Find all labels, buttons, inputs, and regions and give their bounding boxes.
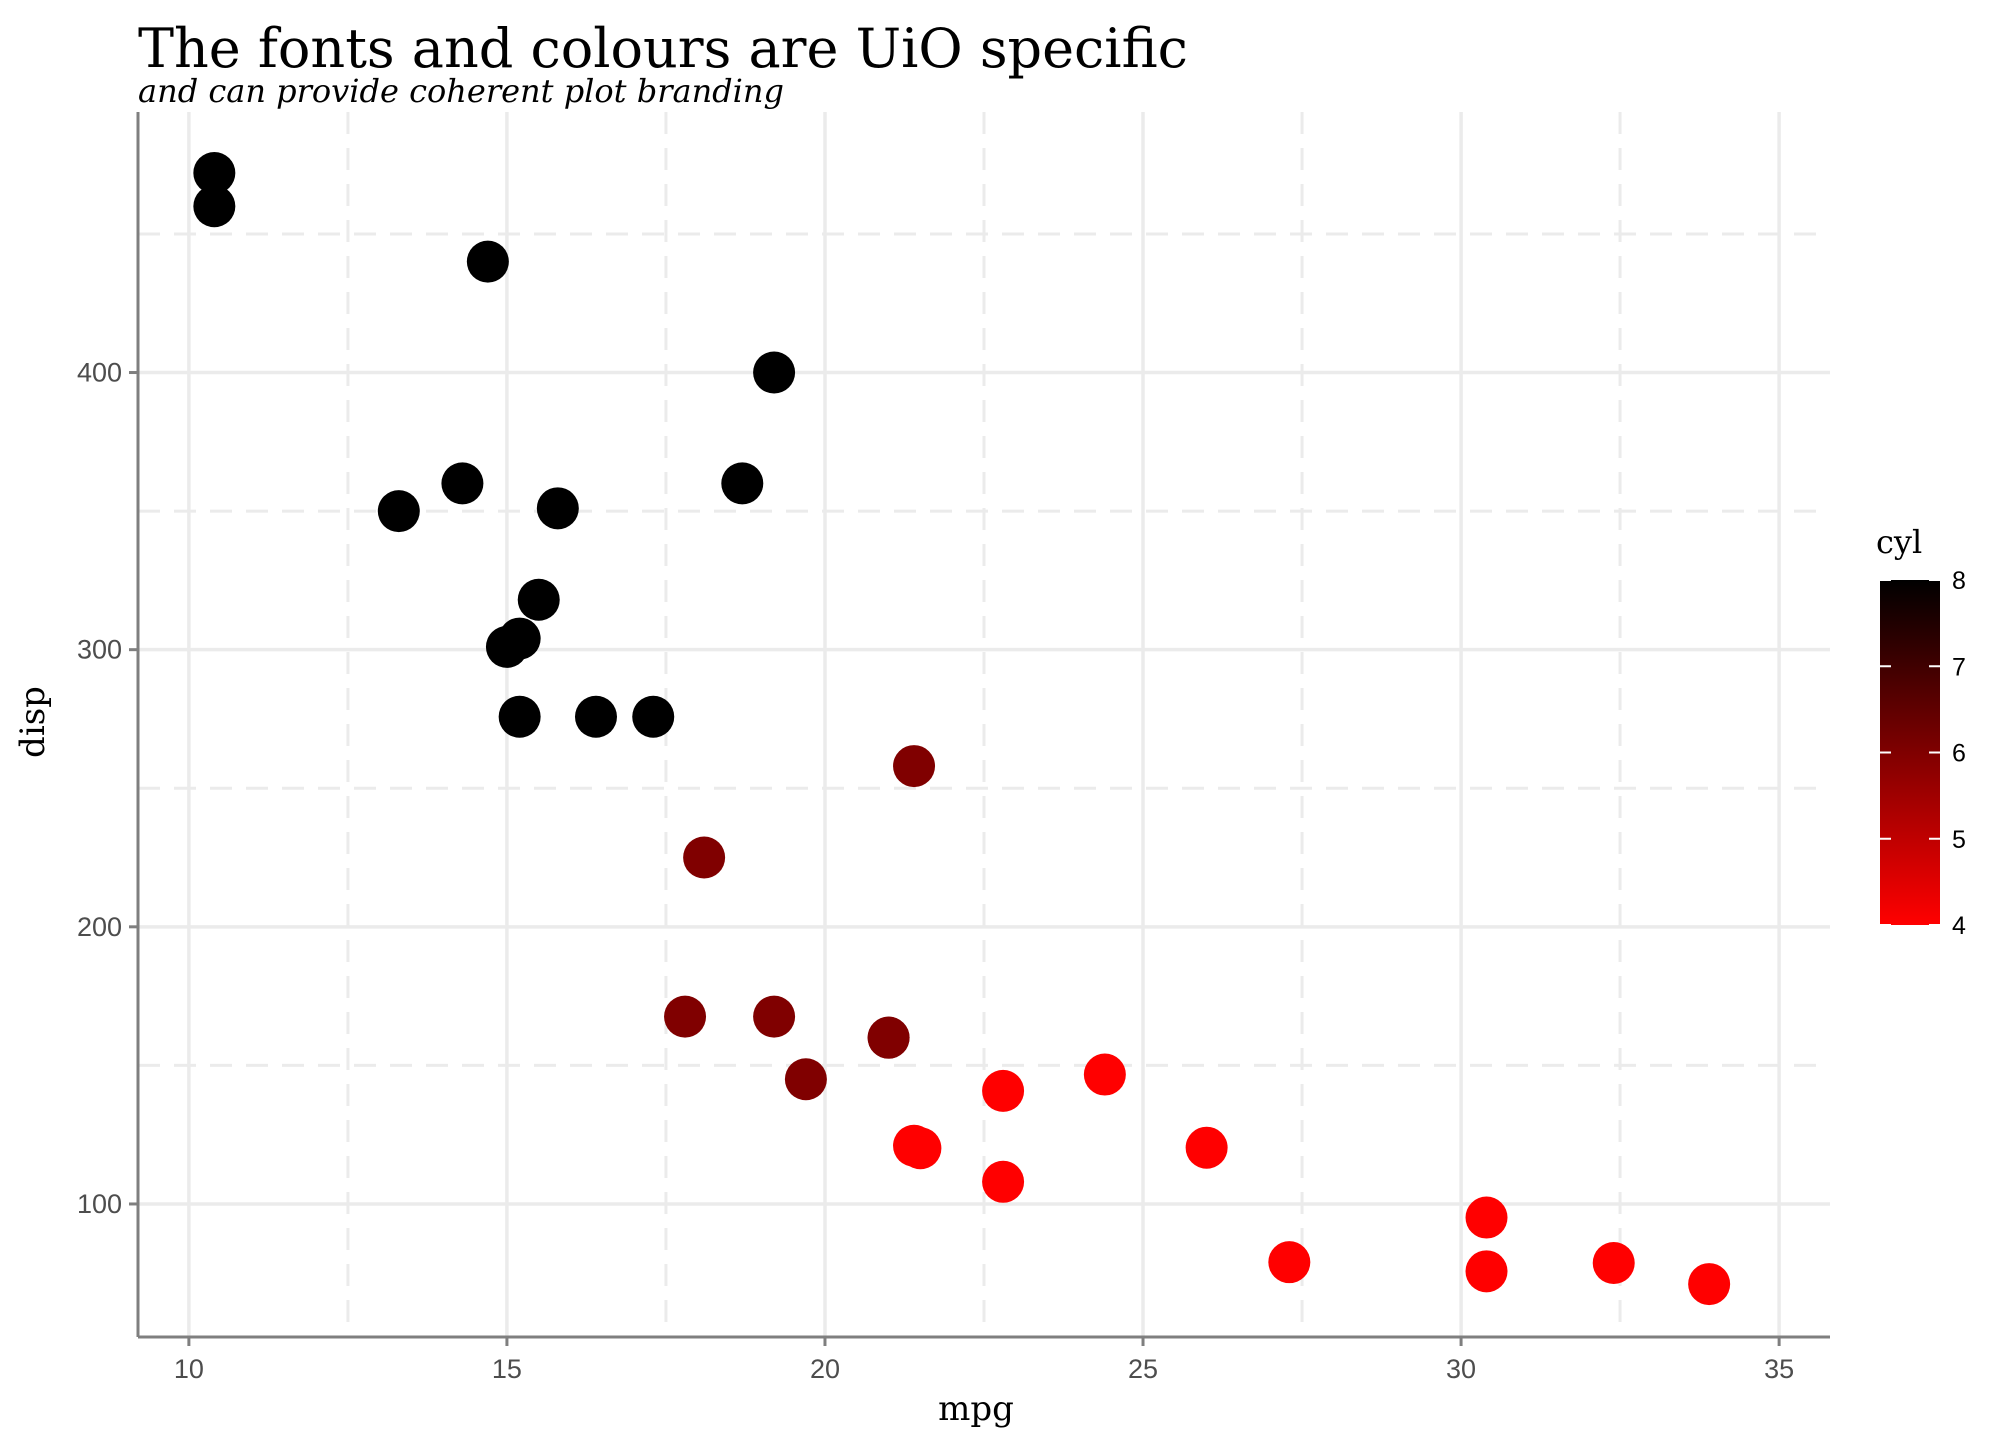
data-point [193,185,236,228]
legend-tick-label: 5 [1952,826,1966,854]
y-tick-label: 200 [77,912,122,942]
legend-tick-label: 6 [1952,740,1966,768]
data-point [1465,1250,1508,1293]
data-point [1592,1242,1635,1285]
data-point [574,695,617,738]
tick-labels: 10 15 20 25 30 35 100 200 300 400 [77,358,1794,1384]
data-point [753,351,796,394]
x-tick-label: 35 [1764,1354,1794,1384]
x-tick-label: 20 [810,1354,840,1384]
data-point [1268,1241,1311,1284]
x-tick-label: 25 [1128,1354,1158,1384]
data-point [784,1058,827,1101]
data-point [1083,1053,1126,1096]
x-tick-label: 30 [1446,1354,1476,1384]
data-point [893,745,936,788]
data-point [893,1124,936,1167]
data-point [1688,1263,1731,1306]
x-tick-label: 15 [492,1354,522,1384]
data-point [753,995,796,1038]
y-axis-title: disp [13,686,53,758]
data-point [466,240,509,283]
data-point [377,490,420,533]
data-point [485,625,528,668]
data-point [982,1160,1025,1203]
data-point [632,695,675,738]
data-point [664,995,707,1038]
chart-title: The fonts and colours are UiO specific [138,17,1188,80]
legend-tick-label: 7 [1952,653,1966,681]
data-point [683,836,726,879]
data-point [193,151,236,194]
data-point [441,462,484,505]
legend-title: cyl [1876,523,1922,561]
color-legend: cyl 4 5 6 7 8 [1876,523,1966,940]
data-point [536,487,579,530]
axes [129,112,1830,1346]
data-point [498,695,541,738]
data-point [1465,1196,1508,1239]
legend-tick-label: 8 [1952,567,1966,595]
grid-lines [138,112,1830,1337]
legend-ticks: 4 5 6 7 8 [1880,567,1966,940]
data-point [982,1069,1025,1112]
chart-subtitle: and can provide coherent plot branding [138,72,784,110]
data-points [193,151,1731,1306]
data-point [1185,1126,1228,1169]
y-tick-label: 300 [77,635,122,665]
data-point [721,462,764,505]
x-tick-label: 10 [174,1354,204,1384]
y-tick-label: 100 [77,1189,122,1219]
data-point [517,578,560,621]
x-axis-title: mpg [938,1389,1014,1429]
y-tick-label: 400 [77,358,122,388]
data-point [867,1016,910,1059]
legend-tick-label: 4 [1952,912,1966,940]
